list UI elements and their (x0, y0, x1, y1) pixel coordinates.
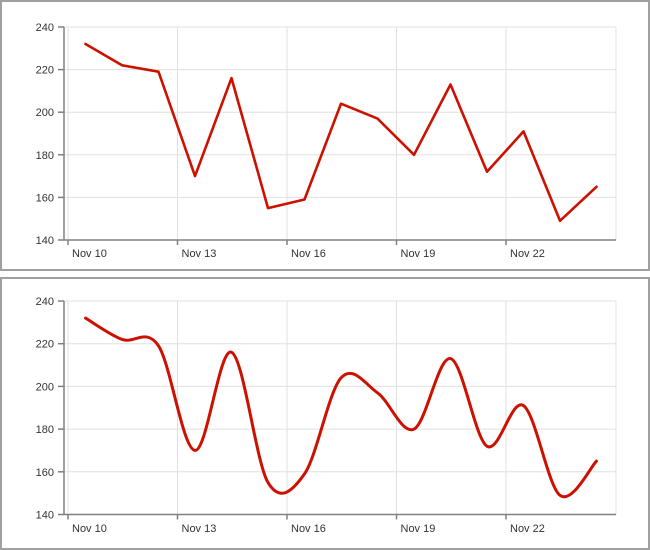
series-line (84, 42, 598, 223)
linear-line-chart: 140 160 180 200 220 240 Nov 10 Nov 13 Nov 16 Nov … (36, 22, 617, 260)
linear-line-chart-panel: 140 160 180 200 220 240 Nov 10 Nov 13 Nov 16 Nov … (0, 0, 650, 271)
x-tick-label: Nov 16 (291, 523, 326, 535)
x-tick-label: Nov 10 (72, 523, 107, 535)
x-tick-label: Nov 16 (291, 248, 326, 260)
x-tick-label: Nov 22 (510, 248, 545, 260)
y-tick-label: 140 (36, 235, 54, 247)
y-tick-label: 180 (36, 150, 54, 162)
y-tick-label: 160 (36, 192, 54, 204)
x-tick-label: Nov 13 (182, 523, 217, 535)
smoothed-line-chart-panel: 140 160 180 200 220 240 Nov 10 Nov 13 Nov 16 Nov … (0, 277, 650, 550)
series-line (84, 316, 598, 499)
x-tick-label: Nov 22 (510, 523, 545, 535)
smoothed-line-chart: 140 160 180 200 220 240 Nov 10 Nov 13 Nov 16 Nov … (36, 296, 617, 535)
y-tick-label: 240 (36, 296, 54, 308)
y-tick-label: 180 (36, 424, 54, 436)
x-tick-label: Nov 13 (182, 248, 217, 260)
x-tick-label: Nov 19 (401, 523, 436, 535)
x-tick-label: Nov 10 (72, 248, 107, 260)
y-tick-label: 200 (36, 381, 54, 393)
y-tick-label: 160 (36, 467, 54, 479)
y-tick-label: 220 (36, 339, 54, 351)
y-tick-label: 240 (36, 22, 54, 34)
x-tick-label: Nov 19 (401, 248, 436, 260)
y-tick-label: 220 (36, 65, 54, 77)
y-tick-label: 200 (36, 107, 54, 119)
y-tick-label: 140 (36, 510, 54, 522)
